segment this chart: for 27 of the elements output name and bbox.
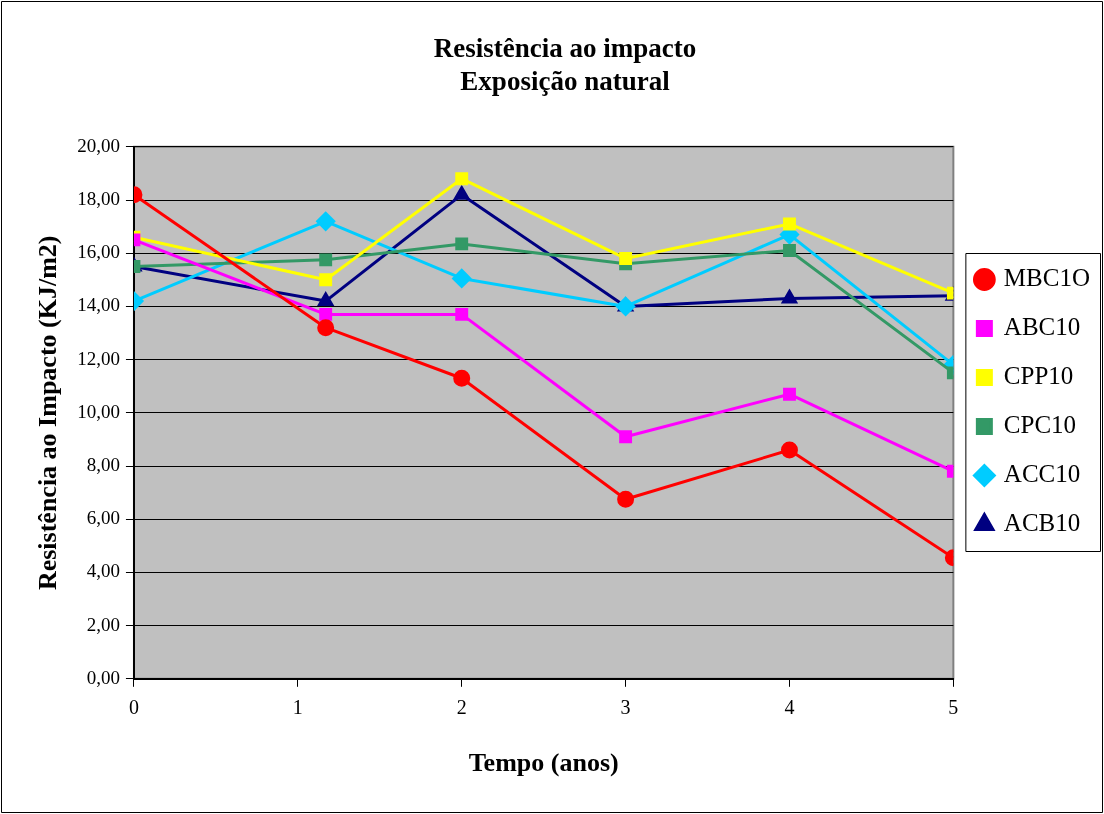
x-tick-label: 1 xyxy=(292,696,303,719)
text: Exposição natural xyxy=(460,65,670,96)
x-tick-label: 0 xyxy=(128,696,139,719)
x-tick-label: 3 xyxy=(620,696,631,719)
x-tick-label: 4 xyxy=(784,696,795,719)
y-tick-label: 6,00 xyxy=(86,507,120,529)
x-axis-title: Tempo (anos) xyxy=(468,748,619,778)
y-tick-label: 14,00 xyxy=(77,294,120,316)
y-tick-label: 18,00 xyxy=(77,187,120,209)
legend-label: CPC10 xyxy=(1003,411,1077,439)
y-tick-label: 10,00 xyxy=(77,400,120,422)
y-tick-label: 16,00 xyxy=(77,241,120,263)
legend-label: ABC10 xyxy=(1003,313,1081,341)
x-tick-label: 5 xyxy=(948,696,959,719)
y-tick-label: 0,00 xyxy=(86,666,120,688)
text: Resistência ao impacto xyxy=(433,33,697,64)
x-tick-label: 2 xyxy=(456,696,467,719)
legend-label: CPP10 xyxy=(1003,362,1074,390)
legend-label: ACB10 xyxy=(1003,509,1081,537)
y-axis-title: Resistência ao Impacto (KJ/m2) xyxy=(33,235,63,591)
legend-label: ACC10 xyxy=(1003,460,1081,488)
y-tick-label: 2,00 xyxy=(86,613,120,635)
y-tick-label: 8,00 xyxy=(86,453,120,475)
y-tick-label: 12,00 xyxy=(77,347,120,369)
y-tick-label: 4,00 xyxy=(86,560,120,582)
legend-label: MBC1O xyxy=(1003,264,1091,292)
y-tick-label: 20,00 xyxy=(77,134,120,156)
